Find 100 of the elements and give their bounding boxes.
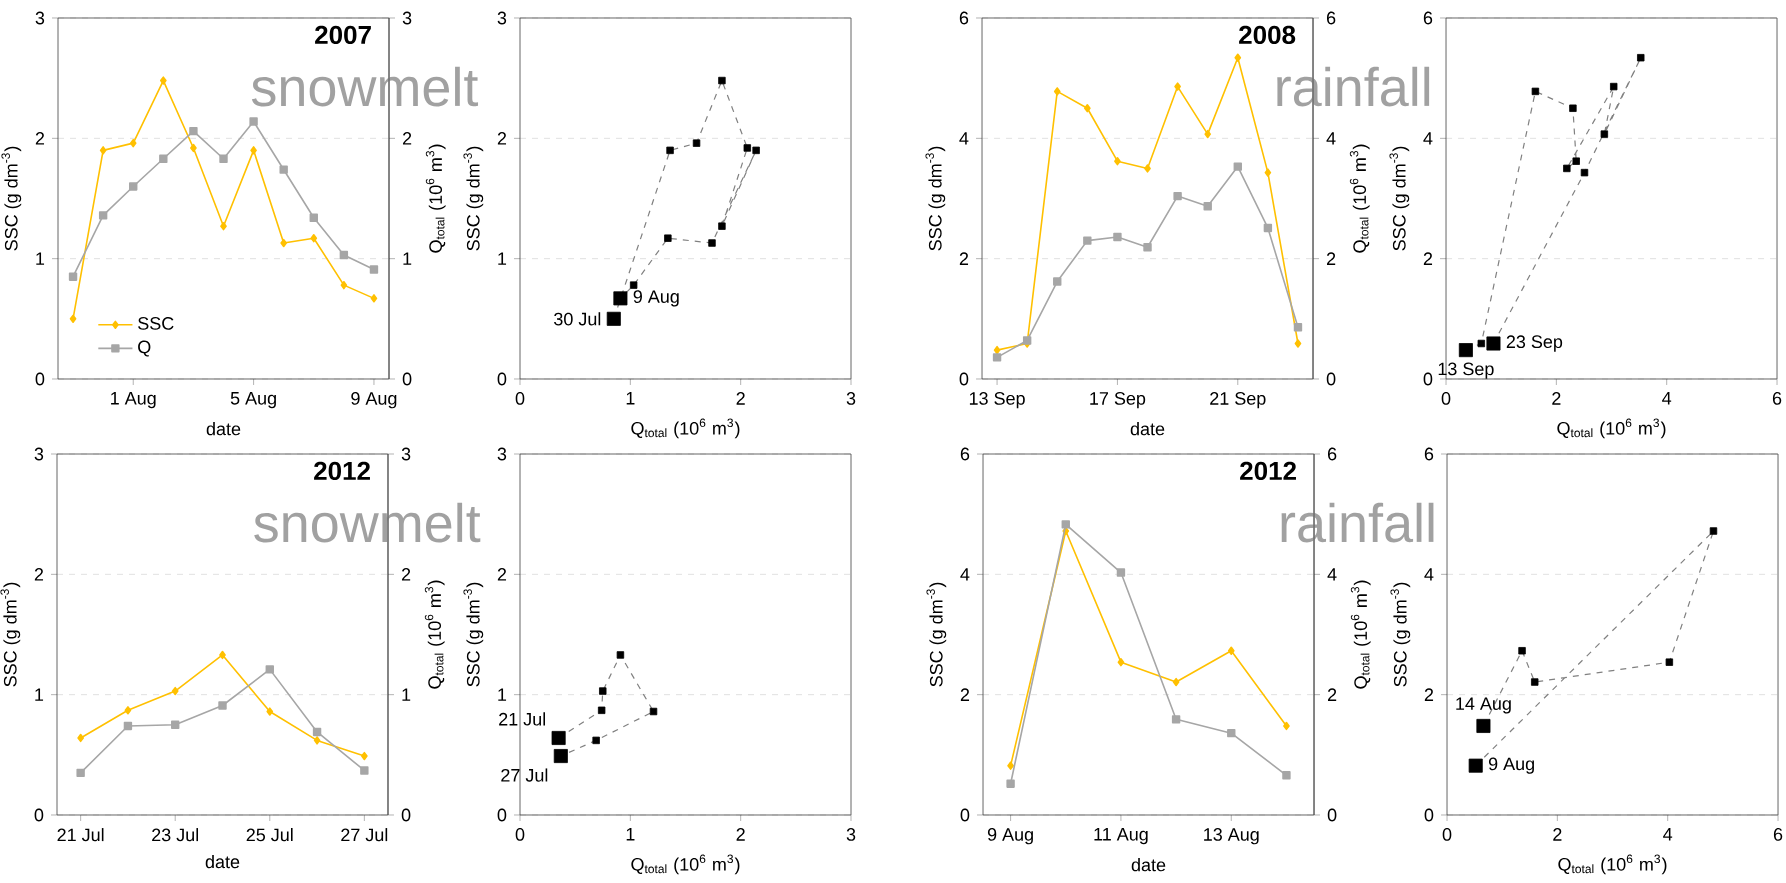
y-tick-label: 6 [1424,447,1434,461]
x-tick-label: 1 Aug [111,392,156,409]
y2-tick-label: 4 [1326,132,1336,145]
y2-tick-label: 0 [1327,808,1337,822]
annotation: 23 Sep [1506,335,1563,352]
x-tick-label: 21 Sep [1210,392,1266,409]
x-tick-label: 17 Sep [1090,392,1146,409]
y-tick-label: 1 [498,688,507,701]
annotation: 27 Jul [501,768,548,782]
y-tick-label: 2 [959,252,969,265]
x-tick-label: 1 [626,392,635,405]
y-axis-title: SSC (g dm$^{-3}$) [463,146,484,251]
y-axis-title: SSC (g dm$^{-3}$) [926,582,947,687]
x-tick-label: 6 [1773,828,1783,841]
y-tick-label: 0 [960,808,970,822]
y-tick-label: 4 [1423,132,1433,145]
x-axis-title: Q$_{total}$ (10$^{6}$ m$^{3}$) [1558,854,1667,875]
y-tick-label: 4 [1424,568,1434,581]
y2-tick-label: 4 [1327,568,1337,581]
chart-title: 2012 [1240,461,1296,481]
y2-axis-title: Q$_{total}$ (10$^{6}$ m$^{3}$) [425,144,446,253]
x-tick-label: 1 [626,828,635,841]
x-axis-title: Q$_{total}$ (10$^{6}$ m$^{3}$) [631,418,740,439]
y2-tick-label: 0 [401,808,411,822]
y-tick-label: 2 [34,568,44,581]
legend-label: SSC [138,317,174,330]
x-axis-title: date [1131,858,1166,872]
y-tick-label: 0 [1423,372,1433,386]
y2-tick-label: 0 [1326,372,1336,386]
y2-tick-label: 2 [1326,252,1336,265]
y2-axis-title: Q$_{total}$ (10$^{6}$ m$^{3}$) [424,580,445,689]
x-tick-label: 3 [846,828,856,841]
y-axis-title: SSC (g dm$^{-3}$) [0,582,21,687]
x-tick-label: 2 [736,392,745,405]
y-tick-label: 6 [959,11,969,25]
y2-tick-label: 3 [402,11,412,25]
x-tick-label: 13 Aug [1204,828,1259,845]
x-tick-label: 4 [1663,828,1673,841]
y2-tick-label: 2 [1328,688,1337,701]
y2-tick-label: 2 [401,568,411,581]
x-axis-title: date [205,855,240,869]
y-tick-label: 2 [960,688,970,701]
x-tick-label: 2 [1552,392,1561,405]
x-tick-label: 11 Aug [1094,828,1148,845]
y2-tick-label: 3 [401,447,411,461]
x-tick-label: 9 Aug [351,392,397,409]
x-tick-label: 0 [1441,392,1451,405]
y-tick-label: 4 [959,132,969,145]
x-tick-label: 5 Aug [230,392,276,409]
annotation: 21 Jul [499,712,545,726]
x-tick-label: 0 [515,392,525,405]
x-tick-label: 0 [515,828,525,841]
chart-title: 2008 [1239,25,1296,45]
x-tick-label: 13 Sep [969,392,1025,409]
y-axis-title: SSC (g dm$^{-3}$) [1389,146,1410,251]
y-tick-label: 0 [34,808,44,822]
y-tick-label: 0 [497,808,507,822]
x-tick-label: 4 [1662,392,1672,405]
annotation: 9 Aug [1488,757,1534,774]
x-tick-label: 6 [1772,392,1782,405]
y-tick-label: 2 [35,132,45,145]
y2-tick-label: 6 [1326,11,1336,25]
y-axis-title: SSC (g dm$^{-3}$) [1390,582,1411,687]
x-tick-label: 0 [1442,828,1452,841]
x-axis-title: Q$_{total}$ (10$^{6}$ m$^{3}$) [631,854,740,875]
y-tick-label: 3 [34,447,44,461]
y-tick-label: 2 [497,132,507,145]
y-tick-label: 3 [35,11,45,25]
y2-tick-label: 1 [402,688,411,701]
x-tick-label: 27 Jul [341,828,388,842]
annotation: 13 Sep [1438,362,1494,379]
y-tick-label: 6 [960,447,970,461]
legend-label: Q [138,340,151,357]
y2-tick-label: 0 [402,372,412,386]
y-tick-label: 1 [35,688,44,701]
y-axis-title: SSC (g dm$^{-3}$) [925,146,946,251]
y2-tick-label: 2 [402,132,412,145]
y-tick-label: 2 [497,568,507,581]
annotation: 30 Jul [554,312,601,326]
y2-tick-label: 1 [403,252,412,265]
x-tick-label: 3 [846,392,856,405]
y-tick-label: 2 [1423,252,1433,265]
y-axis-title: SSC (g dm$^{-3}$) [1,146,22,251]
chart-title: 2012 [314,461,370,481]
annotation: 9 Aug [633,290,679,307]
y-tick-label: 2 [1424,688,1434,701]
x-tick-label: 2 [1553,828,1562,841]
annotation: 14 Aug [1456,697,1511,714]
x-tick-label: 2 [736,828,745,841]
y-tick-label: 6 [1423,11,1433,25]
y-tick-label: 1 [498,252,507,265]
x-tick-label: 21 Jul [57,828,104,842]
y-tick-label: 0 [35,372,45,386]
x-axis-title: date [1130,422,1165,436]
x-tick-label: 9 Aug [987,828,1033,845]
y-tick-label: 0 [1424,808,1434,822]
x-axis-title: Q$_{total}$ (10$^{6}$ m$^{3}$) [1557,418,1666,439]
x-tick-label: 25 Jul [246,828,293,842]
y-tick-label: 1 [36,252,45,265]
y-tick-label: 4 [960,568,970,581]
